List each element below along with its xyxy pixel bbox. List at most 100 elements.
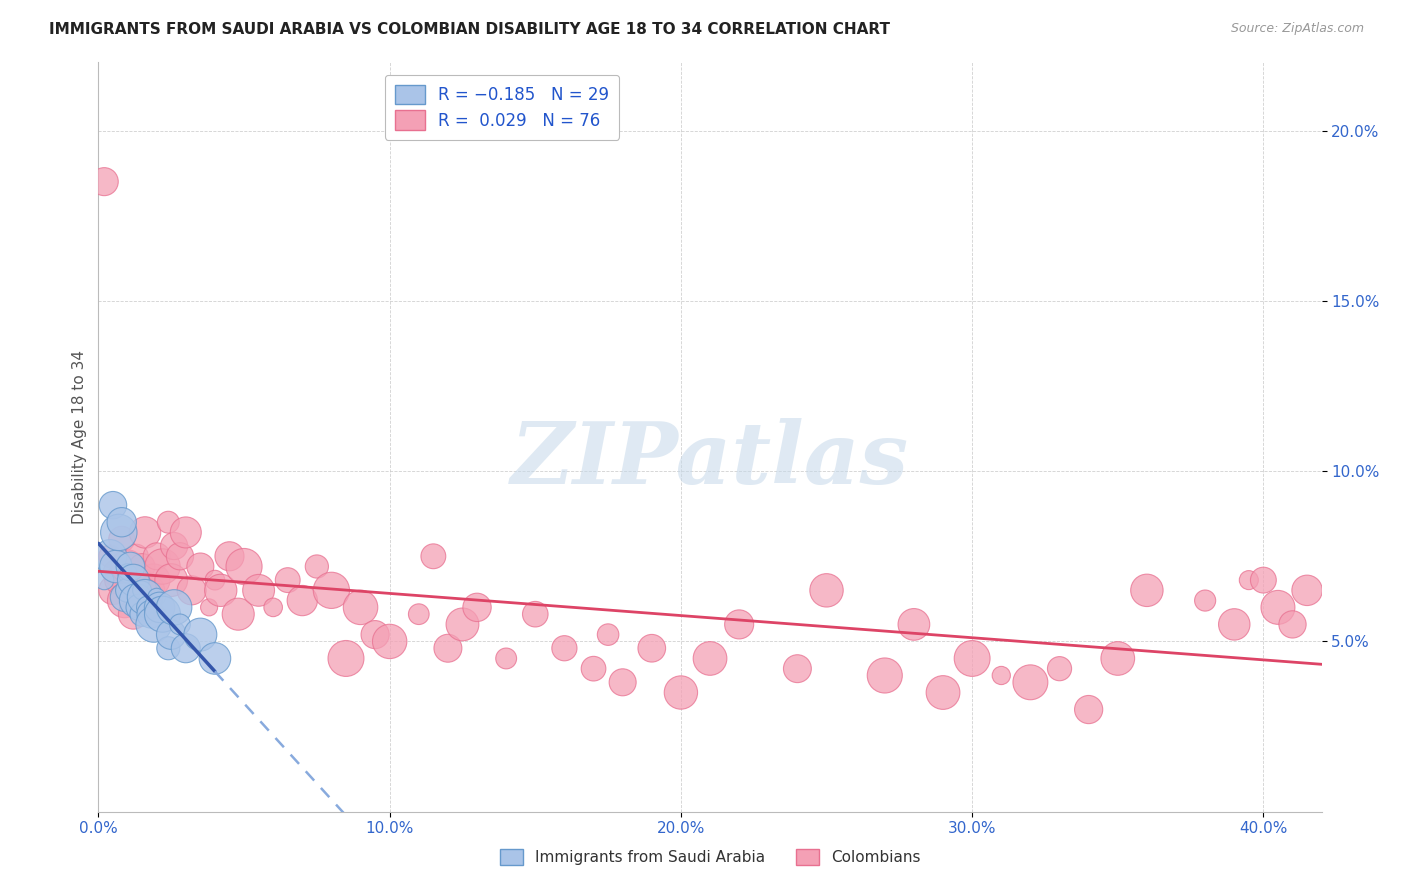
Point: [120, 559, 142, 574]
Point: [114, 590, 136, 604]
Point: [728, 617, 751, 632]
Point: [108, 525, 131, 540]
Point: [495, 651, 517, 665]
Point: [524, 607, 547, 622]
Point: [149, 600, 172, 615]
Point: [152, 559, 174, 574]
Point: [142, 573, 165, 587]
Point: [596, 627, 619, 641]
Point: [1049, 662, 1071, 676]
Point: [139, 583, 162, 598]
Point: [582, 662, 605, 676]
Point: [990, 668, 1012, 682]
Point: [1077, 702, 1099, 716]
Point: [180, 583, 202, 598]
Point: [349, 600, 371, 615]
Point: [122, 573, 145, 587]
Point: [125, 593, 148, 607]
Point: [815, 583, 838, 598]
Point: [131, 607, 153, 622]
Point: [1281, 617, 1303, 632]
Point: [111, 515, 134, 529]
Point: [422, 549, 444, 564]
Point: [117, 559, 139, 574]
Point: [335, 651, 357, 665]
Point: [98, 549, 121, 564]
Point: [198, 600, 221, 615]
Point: [169, 617, 191, 632]
Point: [101, 583, 124, 598]
Point: [104, 559, 127, 574]
Point: [1107, 651, 1129, 665]
Point: [108, 573, 131, 587]
Point: [364, 627, 387, 641]
Point: [125, 549, 148, 564]
Point: [98, 549, 121, 564]
Point: [408, 607, 430, 622]
Point: [291, 593, 314, 607]
Point: [117, 583, 139, 598]
Point: [553, 641, 575, 656]
Point: [174, 641, 197, 656]
Point: [465, 600, 488, 615]
Point: [305, 559, 328, 574]
Point: [204, 573, 226, 587]
Point: [93, 573, 115, 587]
Point: [145, 549, 167, 564]
Point: [120, 583, 142, 598]
Point: [1136, 583, 1159, 598]
Point: [131, 559, 153, 574]
Point: [873, 668, 896, 682]
Text: Source: ZipAtlas.com: Source: ZipAtlas.com: [1230, 22, 1364, 36]
Text: ZIPatlas: ZIPatlas: [510, 417, 910, 501]
Point: [1223, 617, 1246, 632]
Point: [641, 641, 664, 656]
Point: [145, 590, 167, 604]
Point: [188, 559, 212, 574]
Point: [378, 634, 401, 648]
Point: [128, 600, 150, 615]
Point: [160, 573, 183, 587]
Point: [1019, 675, 1042, 690]
Point: [136, 600, 159, 615]
Point: [1194, 593, 1216, 607]
Point: [699, 651, 721, 665]
Point: [114, 593, 136, 607]
Point: [169, 549, 191, 564]
Point: [932, 685, 955, 699]
Point: [612, 675, 634, 690]
Point: [262, 600, 284, 615]
Point: [321, 583, 343, 598]
Point: [101, 498, 124, 512]
Point: [233, 559, 256, 574]
Point: [122, 607, 145, 622]
Point: [163, 539, 186, 553]
Point: [142, 617, 165, 632]
Point: [139, 607, 162, 622]
Point: [117, 566, 139, 581]
Point: [134, 590, 156, 604]
Point: [960, 651, 983, 665]
Point: [1237, 573, 1260, 587]
Point: [157, 641, 180, 656]
Point: [903, 617, 925, 632]
Point: [669, 685, 692, 699]
Point: [247, 583, 270, 598]
Point: [128, 573, 150, 587]
Point: [451, 617, 474, 632]
Point: [188, 627, 212, 641]
Point: [163, 600, 186, 615]
Point: [277, 573, 299, 587]
Point: [209, 583, 232, 598]
Point: [157, 515, 180, 529]
Y-axis label: Disability Age 18 to 34: Disability Age 18 to 34: [72, 350, 87, 524]
Point: [437, 641, 460, 656]
Point: [152, 607, 174, 622]
Point: [226, 607, 249, 622]
Point: [93, 175, 115, 189]
Point: [1267, 600, 1289, 615]
Point: [174, 525, 197, 540]
Text: IMMIGRANTS FROM SAUDI ARABIA VS COLOMBIAN DISABILITY AGE 18 TO 34 CORRELATION CH: IMMIGRANTS FROM SAUDI ARABIA VS COLOMBIA…: [49, 22, 890, 37]
Point: [204, 651, 226, 665]
Point: [111, 533, 134, 547]
